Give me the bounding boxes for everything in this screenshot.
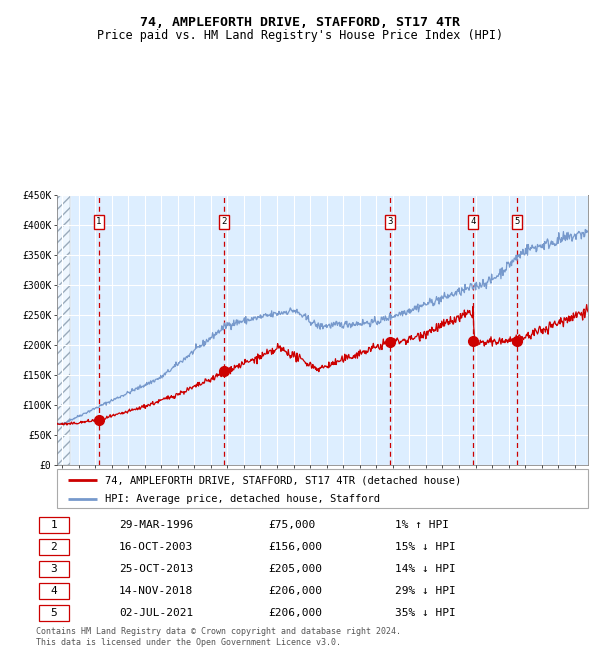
Text: 02-JUL-2021: 02-JUL-2021 xyxy=(119,608,193,618)
Text: £156,000: £156,000 xyxy=(268,541,322,552)
Text: 35% ↓ HPI: 35% ↓ HPI xyxy=(395,608,455,618)
Text: 74, AMPLEFORTH DRIVE, STAFFORD, ST17 4TR: 74, AMPLEFORTH DRIVE, STAFFORD, ST17 4TR xyxy=(140,16,460,29)
Text: 5: 5 xyxy=(514,218,520,226)
Text: 25-OCT-2013: 25-OCT-2013 xyxy=(119,564,193,574)
Text: 1: 1 xyxy=(97,218,102,226)
FancyBboxPatch shape xyxy=(57,469,588,508)
Text: 74, AMPLEFORTH DRIVE, STAFFORD, ST17 4TR (detached house): 74, AMPLEFORTH DRIVE, STAFFORD, ST17 4TR… xyxy=(105,475,461,485)
Text: 4: 4 xyxy=(50,586,58,596)
Text: 1% ↑ HPI: 1% ↑ HPI xyxy=(395,519,449,530)
Text: 29% ↓ HPI: 29% ↓ HPI xyxy=(395,586,455,596)
FancyBboxPatch shape xyxy=(39,517,69,532)
Text: 14% ↓ HPI: 14% ↓ HPI xyxy=(395,564,455,574)
FancyBboxPatch shape xyxy=(39,561,69,577)
Text: 15% ↓ HPI: 15% ↓ HPI xyxy=(395,541,455,552)
FancyBboxPatch shape xyxy=(39,583,69,599)
Text: 29-MAR-1996: 29-MAR-1996 xyxy=(119,519,193,530)
Text: 16-OCT-2003: 16-OCT-2003 xyxy=(119,541,193,552)
Text: 1: 1 xyxy=(50,519,58,530)
Text: 5: 5 xyxy=(50,608,58,618)
Text: Contains HM Land Registry data © Crown copyright and database right 2024.
This d: Contains HM Land Registry data © Crown c… xyxy=(36,627,401,647)
Text: 14-NOV-2018: 14-NOV-2018 xyxy=(119,586,193,596)
FancyBboxPatch shape xyxy=(39,539,69,554)
Text: £205,000: £205,000 xyxy=(268,564,322,574)
Text: 3: 3 xyxy=(50,564,58,574)
Text: £206,000: £206,000 xyxy=(268,608,322,618)
Text: HPI: Average price, detached house, Stafford: HPI: Average price, detached house, Staf… xyxy=(105,493,380,504)
Text: Price paid vs. HM Land Registry's House Price Index (HPI): Price paid vs. HM Land Registry's House … xyxy=(97,29,503,42)
Text: 3: 3 xyxy=(387,218,392,226)
Text: £206,000: £206,000 xyxy=(268,586,322,596)
Text: 2: 2 xyxy=(50,541,58,552)
Text: £75,000: £75,000 xyxy=(268,519,315,530)
Text: 4: 4 xyxy=(470,218,476,226)
FancyBboxPatch shape xyxy=(39,605,69,621)
Text: 2: 2 xyxy=(221,218,227,226)
